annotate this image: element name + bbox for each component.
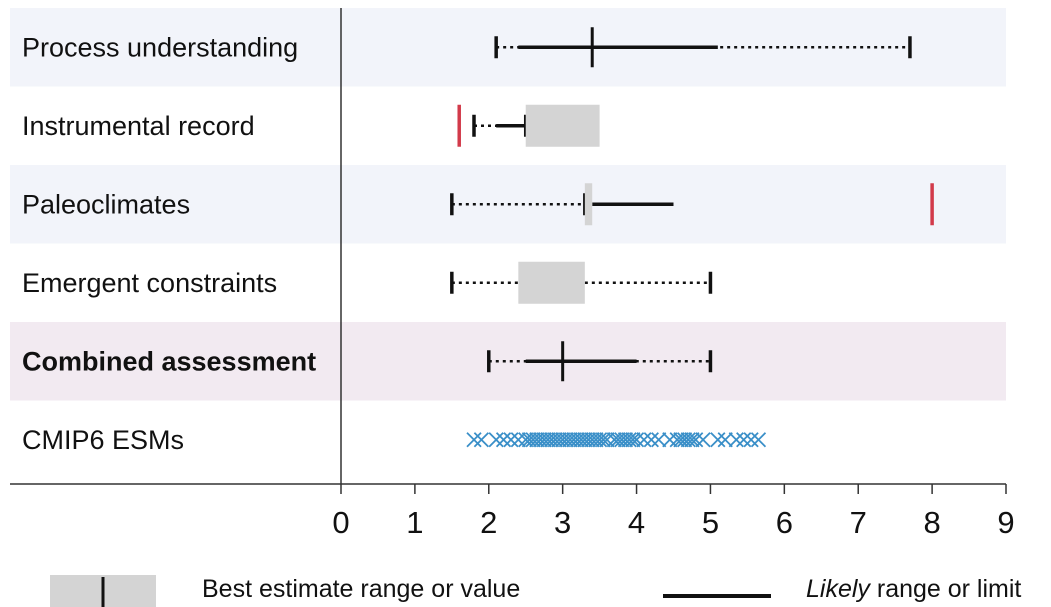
esm-point bbox=[643, 432, 659, 448]
esm-point bbox=[684, 432, 700, 448]
esm-point bbox=[695, 432, 711, 448]
esm-point bbox=[651, 432, 667, 448]
esm-point bbox=[577, 432, 593, 448]
row-label: Instrumental record bbox=[22, 111, 255, 141]
esm-point bbox=[606, 432, 623, 448]
legend: Best estimate range or value Likely rang… bbox=[50, 575, 1021, 607]
esm-point bbox=[510, 432, 526, 448]
row-band bbox=[10, 322, 1006, 401]
esm-point bbox=[610, 432, 626, 448]
esm-point bbox=[488, 432, 504, 448]
esm-point bbox=[521, 432, 538, 448]
x-tick-label: 4 bbox=[628, 505, 645, 540]
esm-point bbox=[625, 432, 641, 448]
esm-point bbox=[551, 432, 567, 448]
esm-point bbox=[591, 432, 608, 448]
esm-point bbox=[673, 432, 689, 448]
row-labels: Process understanding Instrumental record… bbox=[22, 32, 316, 455]
best-estimate-range bbox=[525, 104, 600, 147]
x-tick-label: 8 bbox=[923, 505, 940, 540]
esm-point bbox=[736, 432, 752, 448]
esm-point bbox=[562, 432, 578, 448]
esm-point bbox=[473, 432, 490, 448]
esm-point bbox=[547, 432, 563, 448]
esm-point bbox=[588, 432, 604, 448]
best-estimate-range bbox=[518, 261, 585, 304]
esm-point bbox=[558, 432, 574, 448]
esm-point bbox=[540, 432, 556, 448]
esm-point bbox=[662, 432, 678, 448]
esm-point bbox=[529, 432, 545, 448]
esm-point bbox=[710, 432, 726, 448]
row-label: Process understanding bbox=[22, 32, 298, 62]
esm-point bbox=[617, 432, 634, 448]
esm-point bbox=[717, 432, 733, 448]
x-tick-label: 6 bbox=[776, 505, 793, 540]
esm-point bbox=[728, 432, 744, 448]
row-label: Emergent constraints bbox=[22, 268, 277, 298]
x-tick-label: 5 bbox=[702, 505, 719, 540]
esm-point bbox=[669, 432, 685, 448]
esm-point bbox=[495, 432, 512, 448]
best-estimate-range bbox=[584, 183, 593, 226]
x-tick-label: 0 bbox=[332, 505, 349, 540]
row-label: Combined assessment bbox=[22, 346, 316, 376]
legend-best-label: Best estimate range or value bbox=[202, 575, 520, 603]
esm-point bbox=[503, 432, 519, 448]
x-tick-label: 2 bbox=[480, 505, 497, 540]
esm-point bbox=[628, 432, 645, 448]
esm-point bbox=[525, 432, 541, 448]
esm-point bbox=[599, 432, 615, 448]
x-axis-ticks: 0 1 2 3 4 5 6 7 8 9 bbox=[332, 484, 1015, 540]
esm-point bbox=[743, 432, 759, 448]
esm-point bbox=[573, 432, 589, 448]
esm-point bbox=[595, 432, 611, 448]
esm-point bbox=[555, 432, 571, 448]
legend-likely-rest: range or limit bbox=[870, 575, 1021, 603]
esm-point bbox=[680, 432, 696, 448]
esm-point bbox=[466, 432, 482, 448]
esm-point bbox=[532, 432, 549, 448]
esm-point bbox=[518, 432, 534, 448]
x-tick-label: 7 bbox=[850, 505, 867, 540]
esm-point bbox=[569, 432, 586, 448]
esm-point bbox=[636, 432, 652, 448]
x-tick-label: 1 bbox=[406, 505, 423, 540]
data-marks bbox=[450, 27, 934, 448]
x-tick-label: 3 bbox=[554, 505, 571, 540]
esm-point bbox=[584, 432, 600, 448]
esm-point bbox=[566, 432, 582, 448]
legend-likely-italic: Likely bbox=[806, 575, 871, 603]
esm-point bbox=[543, 432, 560, 448]
esm-point bbox=[676, 432, 693, 448]
esm-point bbox=[580, 432, 597, 448]
esm-point bbox=[536, 432, 552, 448]
row-label: Paleoclimates bbox=[22, 189, 190, 219]
esm-point bbox=[614, 432, 630, 448]
esm-point bbox=[688, 432, 704, 448]
row-label: CMIP6 ESMs bbox=[22, 425, 184, 455]
esm-point bbox=[621, 432, 637, 448]
esm-point bbox=[750, 432, 767, 448]
x-tick-label: 9 bbox=[997, 505, 1014, 540]
legend-likely-label: Likely range or limit bbox=[806, 575, 1021, 603]
